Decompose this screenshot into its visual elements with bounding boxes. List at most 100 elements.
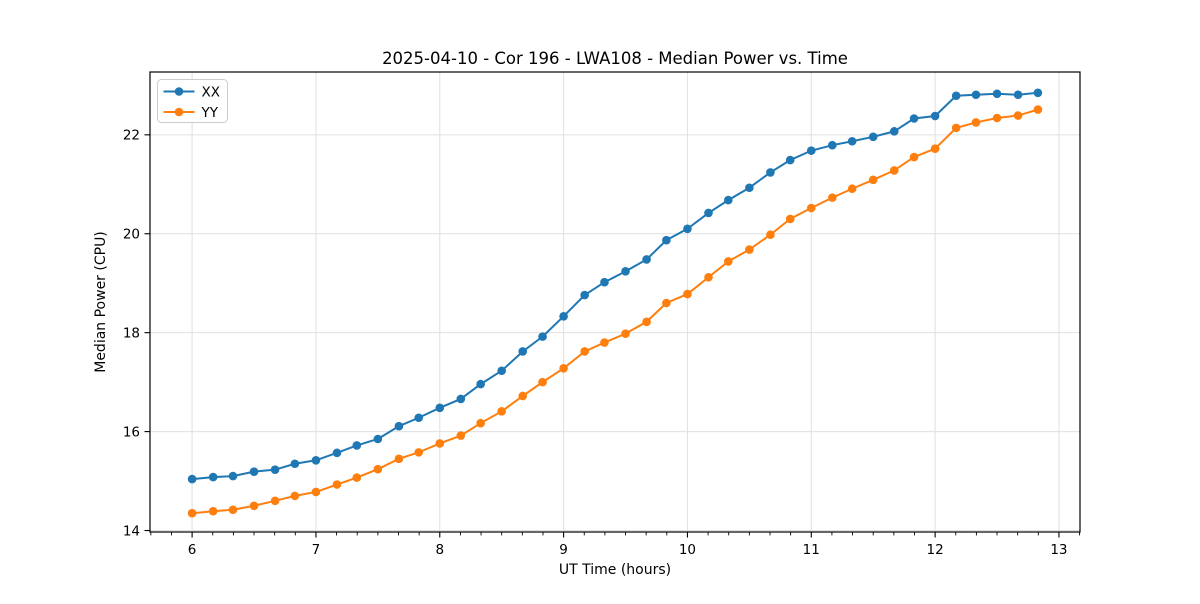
series-marker-YY: [373, 464, 383, 474]
series-marker-YY: [930, 144, 940, 153]
series-marker-YY: [951, 123, 961, 133]
series-marker-XX: [290, 459, 300, 469]
series-marker-XX: [497, 366, 506, 376]
series-marker-XX: [785, 155, 795, 165]
series-marker-YY: [394, 454, 404, 464]
legend-label-YY: YY: [201, 105, 219, 121]
series-marker-XX: [806, 146, 816, 155]
series-marker-XX: [414, 413, 424, 423]
series-marker-XX: [559, 312, 568, 321]
series-marker-YY: [704, 272, 713, 282]
series-marker-XX: [930, 111, 940, 121]
series-marker-YY: [1013, 111, 1023, 120]
series-marker-YY: [580, 347, 589, 356]
series-line-XX: [192, 91, 1038, 481]
series-marker-YY: [497, 407, 506, 416]
x-tick-label-13: 13: [1050, 542, 1067, 558]
series-marker-XX: [889, 127, 899, 136]
series-marker-XX: [909, 114, 919, 123]
y-axis-label: Median Power (CPU): [93, 231, 109, 373]
series-marker-XX: [828, 140, 837, 150]
series-marker-YY: [642, 317, 651, 327]
series-marker-YY: [806, 203, 816, 213]
series-marker-XX: [662, 235, 671, 245]
x-tick-label-8: 8: [435, 542, 444, 558]
series-marker-XX: [1033, 88, 1043, 98]
series-marker-YY: [745, 245, 754, 254]
series-marker-YY: [270, 496, 280, 506]
chart-title: 2025-04-10 - Cor 196 - LWA108 - Median P…: [382, 49, 848, 68]
series-marker-XX: [951, 91, 961, 101]
series-marker-YY: [992, 113, 1002, 123]
series-marker-YY: [187, 508, 197, 518]
series-marker-YY: [889, 166, 899, 175]
series-marker-XX: [745, 183, 754, 193]
axes-layer: 6 7 8 9 10 11 12 13 14 16 18 20 22: [123, 128, 1081, 558]
series-marker-YY: [909, 152, 919, 162]
series-marker-XX: [868, 132, 878, 142]
series-marker-YY: [414, 448, 424, 457]
legend-layer: XX YY: [157, 79, 228, 123]
series-marker-XX: [456, 394, 466, 404]
series-marker-XX: [704, 208, 713, 218]
y-tick-label-20: 20: [123, 227, 140, 243]
series-marker-YY: [600, 338, 609, 347]
y-tick-label-16: 16: [123, 424, 140, 440]
series-marker-XX: [249, 467, 259, 476]
series-marker-XX: [847, 136, 857, 146]
legend-label-XX: XX: [202, 84, 221, 100]
series-marker-XX: [270, 465, 280, 474]
series-marker-YY: [868, 175, 878, 185]
y-tick-label-14: 14: [123, 523, 140, 539]
series-marker-XX: [352, 441, 362, 450]
series-marker-XX: [373, 434, 383, 444]
series-marker-XX: [228, 471, 238, 481]
series-marker-XX: [518, 347, 528, 356]
series-marker-XX: [538, 332, 547, 341]
y-tick-label-22: 22: [123, 128, 140, 144]
series-layer: [187, 88, 1043, 518]
series-marker-YY: [249, 501, 259, 511]
series-marker-YY: [332, 480, 342, 489]
x-tick-label-11: 11: [803, 542, 820, 558]
series-marker-YY: [1033, 105, 1043, 114]
y-tick-label-18: 18: [123, 325, 140, 341]
series-marker-XX: [642, 255, 651, 264]
series-marker-XX: [724, 195, 733, 205]
series-marker-YY: [352, 473, 362, 482]
series-marker-XX: [600, 277, 609, 287]
series-marker-YY: [828, 193, 837, 202]
series-marker-XX: [208, 472, 218, 482]
x-tick-label-7: 7: [312, 542, 321, 558]
series-marker-XX: [476, 379, 485, 389]
series-marker-XX: [621, 267, 630, 276]
series-marker-YY: [435, 439, 445, 448]
x-axis-label: UT Time (hours): [559, 562, 671, 578]
series-marker-XX: [435, 403, 445, 413]
series-marker-XX: [187, 474, 197, 484]
series-marker-XX: [580, 290, 589, 300]
series-marker-YY: [847, 184, 857, 194]
series-marker-YY: [724, 257, 733, 266]
series-marker-YY: [208, 506, 218, 516]
series-marker-YY: [559, 363, 568, 373]
series-marker-XX: [766, 168, 775, 177]
series-marker-YY: [621, 329, 630, 338]
series-marker-XX: [992, 89, 1002, 99]
series-marker-XX: [683, 224, 692, 234]
series-marker-YY: [311, 487, 321, 497]
series-marker-YY: [971, 118, 981, 127]
plot-frame: [149, 71, 1081, 533]
series-marker-YY: [538, 377, 547, 387]
frame-layer: [149, 71, 1081, 533]
x-tick-label-12: 12: [927, 542, 944, 558]
series-marker-XX: [971, 90, 981, 100]
series-marker-YY: [456, 431, 466, 440]
series-marker-YY: [518, 391, 528, 401]
legend-marker-YY: [174, 107, 184, 117]
series-line-YY: [192, 108, 1039, 515]
series-marker-YY: [228, 505, 238, 515]
series-marker-XX: [311, 455, 321, 465]
series-marker-YY: [766, 230, 775, 240]
